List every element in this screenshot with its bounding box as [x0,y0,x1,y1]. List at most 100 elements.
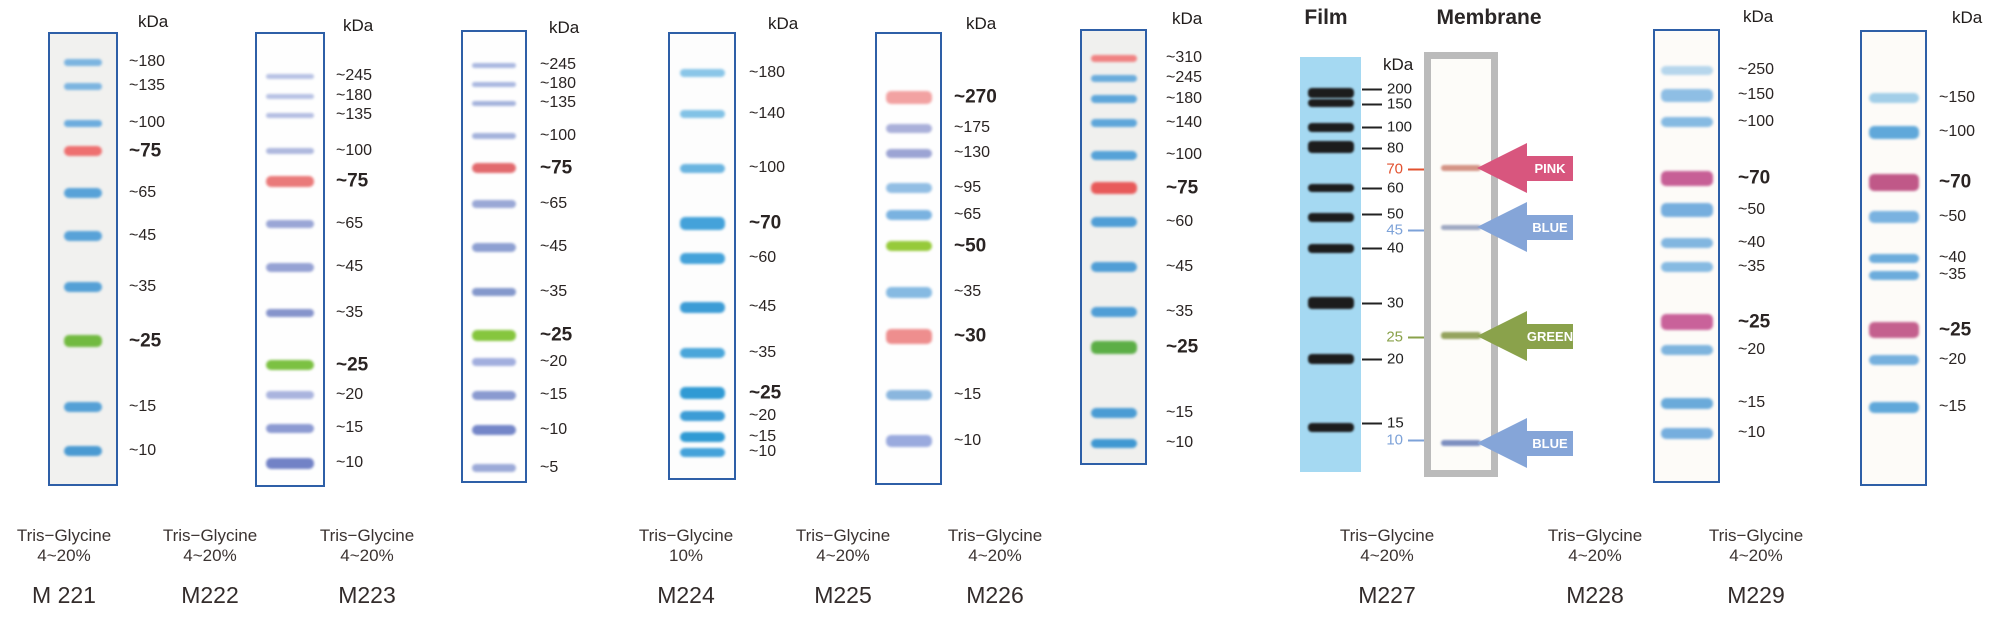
band-label-M226-45: ~45 [1166,258,1194,275]
membrane-band-0 [1441,165,1481,171]
marker-band-M228-35 [1660,262,1713,272]
band-label-M225-175: ~175 [954,119,991,136]
marker-band-M223-180 [472,81,516,87]
film-tick-80: 80 [1362,141,1424,156]
film-tick-100: 100 [1362,120,1424,135]
marker-band-M225-130 [885,148,932,158]
arrow-head-icon [1477,143,1527,193]
film-tick-150: 150 [1362,97,1424,112]
tick-label-50: 50 [1387,205,1404,223]
band-label-M222-75: ~75 [336,170,369,192]
band-label-M222-25: ~25 [336,354,369,376]
kda-heading-M221: kDa [138,12,169,31]
marker-band-M229-150 [1868,93,1919,103]
arrow-label-pink: PINK [1527,155,1573,181]
marker-band-M226-245 [1090,74,1137,82]
marker-band-M226-25 [1090,340,1137,354]
marker-band-M221-65 [64,188,102,198]
band-label-M221-10: ~10 [129,442,157,459]
band-label-M221-135: ~135 [129,77,166,94]
marker-band-M228-250 [1660,65,1713,75]
marker-band-M221-75 [64,146,102,156]
membrane-frame [1424,52,1498,477]
tick-dash-45 [1408,229,1424,231]
marker-band-M223-5 [472,464,516,472]
marker-band-M224-45 [679,301,725,313]
gel-percent-M228: 4~20% [1568,546,1622,565]
membrane-band-2 [1441,331,1481,339]
marker-band-M224-20 [679,411,725,421]
gel-percent-M227: 4~20% [1360,546,1414,565]
film-tick-200: 200 [1362,82,1424,97]
band-label-M222-65: ~65 [336,215,364,232]
band-label-M221-65: ~65 [129,184,157,201]
arrow-label-blue: BLUE [1527,430,1573,456]
band-label-M224-100: ~100 [749,159,786,176]
marker-band-M223-135 [472,100,516,106]
kda-heading-M223: kDa [549,18,580,37]
model-number-M227: M227 [1358,582,1416,608]
marker-band-M223-100 [472,133,516,139]
marker-band-M229-70 [1868,173,1919,191]
gel-type-M224: Tris−Glycine [638,526,734,545]
film-lane [1300,57,1361,472]
marker-band-M228-70 [1660,170,1713,186]
model-number-M229: M229 [1727,582,1785,608]
tick-label-80: 80 [1387,139,1404,157]
marker-band-M222-20 [266,391,314,399]
marker-band-M222-45 [266,262,314,272]
film-tick-70: 70 [1362,162,1424,177]
kda-heading-M225: kDa [966,14,997,33]
band-label-M223-5: ~5 [540,459,559,476]
marker-band-M229-20 [1868,355,1919,365]
gel-percent-M229: 4~20% [1729,546,1783,565]
marker-band-M221-35 [64,282,102,292]
gel-percent-M222: 4~20% [183,546,237,565]
marker-band-M224-70 [679,216,725,230]
band-label-M226-75: ~75 [1166,177,1199,199]
film-tick-30: 30 [1362,296,1424,311]
gel-percent-M225: 4~20% [816,546,870,565]
tick-label-45: 45 [1386,221,1403,239]
gel-percent-M226: 4~20% [968,546,1022,565]
tick-label-60: 60 [1387,179,1404,197]
marker-band-M225-35 [885,286,932,298]
marker-band-M228-100 [1660,117,1713,127]
band-label-M226-100: ~100 [1166,146,1203,163]
lane-box-M221 [48,32,118,486]
kda-heading-M224: kDa [768,14,799,33]
band-label-M229-25: ~25 [1939,319,1972,341]
band-label-M221-35: ~35 [129,278,157,295]
tick-dash-100 [1362,126,1382,128]
kda-heading-M222: kDa [343,16,374,35]
gel-type-M227: Tris−Glycine [1339,526,1435,545]
tick-label-10: 10 [1386,431,1403,449]
band-label-M226-15: ~15 [1166,404,1194,421]
band-label-M225-10: ~10 [954,432,982,449]
film-tick-25: 25 [1362,330,1424,345]
marker-band-M226-140 [1090,119,1137,127]
arrow-label-blue: BLUE [1527,214,1573,240]
band-label-M223-15: ~15 [540,386,568,403]
band-label-M226-140: ~140 [1166,114,1203,131]
marker-band-M221-180 [64,58,102,66]
band-label-M222-100: ~100 [336,142,373,159]
tick-label-20: 20 [1387,350,1404,368]
band-label-M225-50: ~50 [954,235,987,257]
membrane-title: Membrane [1436,6,1542,29]
band-label-M228-35: ~35 [1738,258,1766,275]
band-label-M225-15: ~15 [954,386,982,403]
marker-band-M225-30 [885,328,932,344]
tick-dash-25 [1408,336,1424,338]
film-band-200 [1307,88,1354,98]
gel-type-M221: Tris−Glycine [16,526,112,545]
marker-band-M222-245 [266,73,314,79]
band-label-M226-60: ~60 [1166,213,1194,230]
band-label-M226-245: ~245 [1166,69,1203,86]
gel-percent-M221: 4~20% [37,546,91,565]
band-label-M223-10: ~10 [540,421,568,438]
tick-label-25: 25 [1386,328,1403,346]
band-label-M224-60: ~60 [749,249,777,266]
marker-band-M225-50 [885,241,932,251]
marker-band-M223-75 [472,163,516,173]
